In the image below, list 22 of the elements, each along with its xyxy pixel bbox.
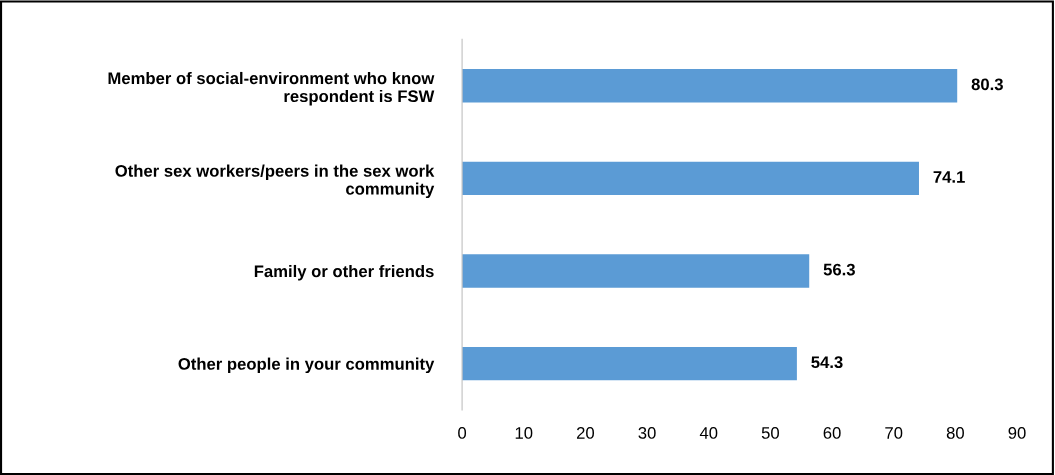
y-tick-label: Member of social-environment who know respondent is FSW [108, 71, 435, 106]
bar [462, 346, 797, 381]
x-tick-label: 80 [946, 427, 964, 439]
data-label: 56.3 [823, 263, 855, 276]
x-tick-label: 20 [576, 427, 595, 439]
x-tick-label: 90 [1008, 427, 1026, 439]
x-tick-label: 70 [885, 427, 903, 439]
x-tick-label: 10 [515, 427, 533, 439]
data-label: 80.3 [971, 78, 1003, 91]
bar [462, 69, 958, 103]
x-tick-label: 40 [699, 427, 718, 439]
bar [462, 254, 810, 288]
x-tick-label: 50 [761, 427, 779, 439]
x-tick-label: 0 [458, 427, 467, 439]
x-tick-label: 30 [638, 427, 656, 439]
y-tick-label: Other people in your community [178, 357, 435, 374]
y-tick-label: Family or other friends [254, 264, 434, 281]
data-label: 54.3 [811, 356, 843, 369]
data-label: 74.1 [933, 171, 965, 183]
bar [462, 161, 919, 196]
x-tick-label: 60 [823, 427, 841, 439]
y-tick-label: Other sex workers/peers in the sex work community [115, 164, 435, 199]
